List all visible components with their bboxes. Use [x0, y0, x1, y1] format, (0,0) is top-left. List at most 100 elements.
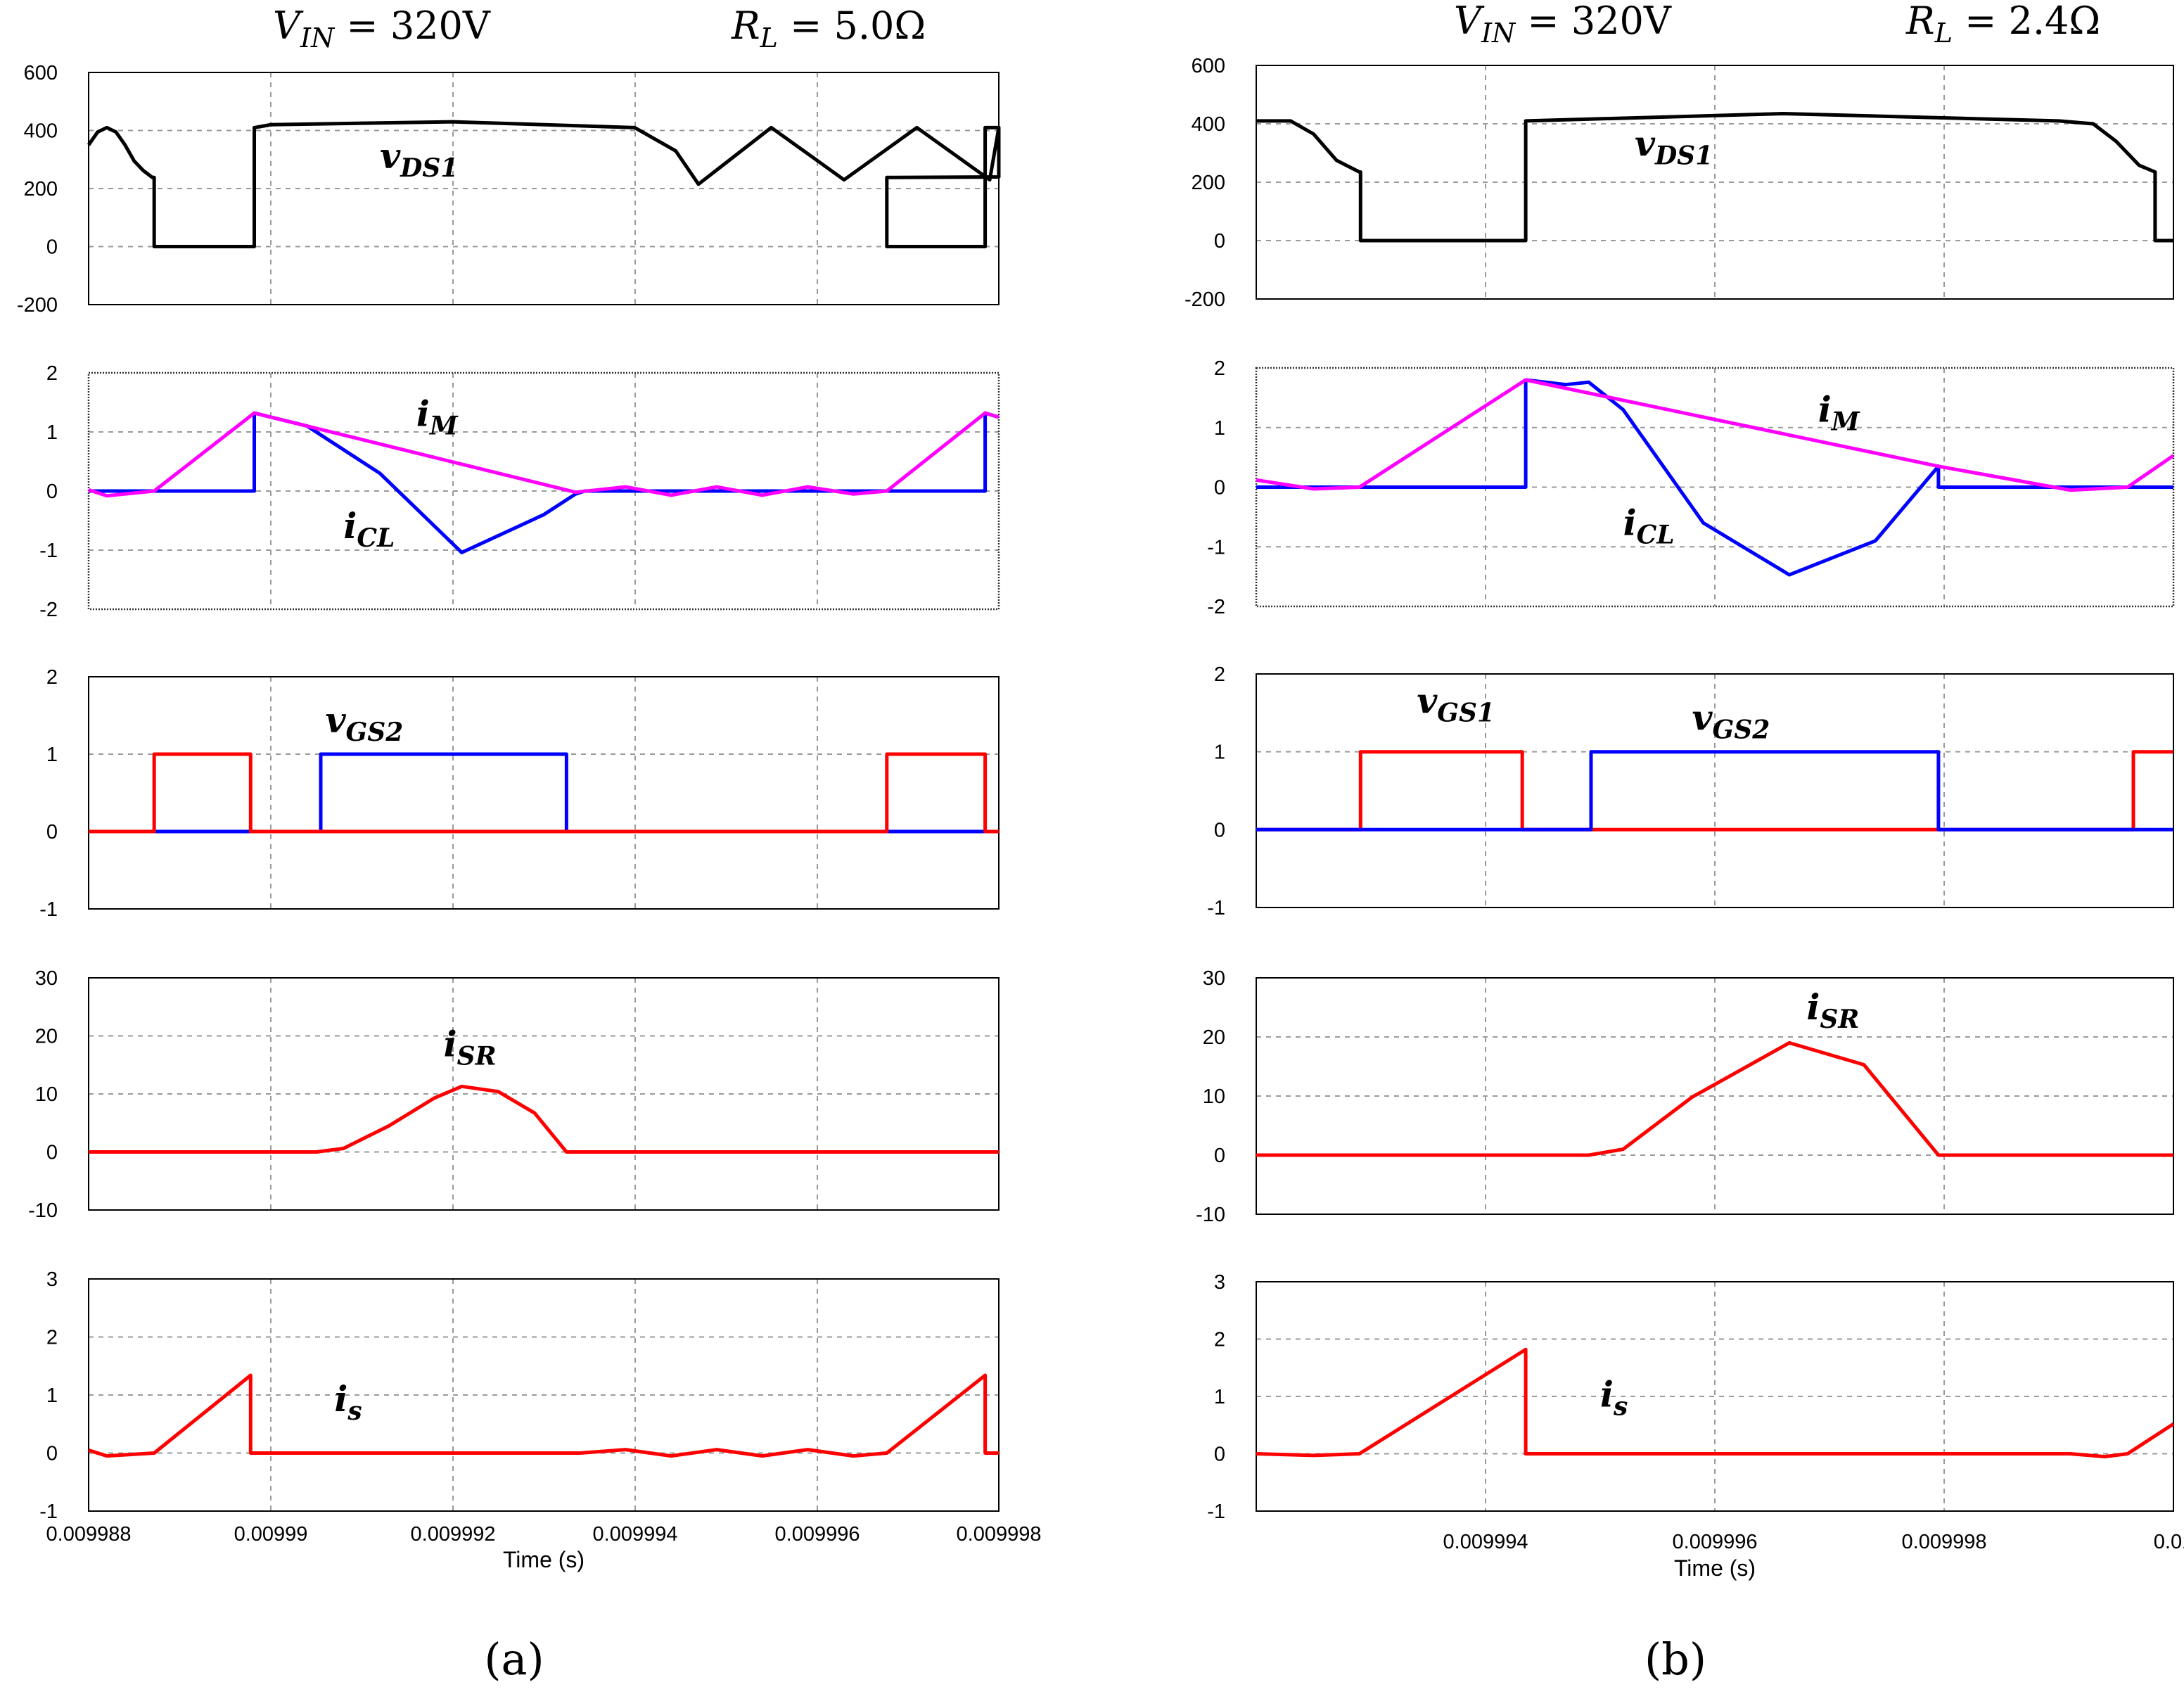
fig2-xtick-label: 0.01: [2154, 1531, 2184, 1553]
fig2-title-rl: RL = 2.4Ω: [1905, 0, 2100, 49]
fig1-iSR-ytick-label: 0: [46, 1142, 58, 1164]
fig1-currents-ytick-label: 0: [46, 480, 58, 503]
fig1-currents-label-iCL: iCL: [343, 505, 395, 553]
fig2-currents-ytick-label: 0: [1214, 477, 1225, 499]
fig1-xtick-label: 0.009994: [593, 1523, 678, 1546]
fig2-iSR-label-iSR: iSR: [1806, 986, 1859, 1034]
fig1-iSR-frame: [88, 977, 1000, 1211]
fig1-xtick-label: 0.009992: [411, 1523, 496, 1546]
fig2-gates-label-vGS2: vGS2: [1692, 697, 1770, 745]
fig2-xlabel: Time (s): [1674, 1555, 1756, 1581]
fig1-currents-panel: 2 1 0 -1 -2 iM iCL: [39, 362, 1000, 621]
fig1-gates-series-vGS2: [89, 752, 999, 834]
fig1-gates-ytick-label: 1: [46, 744, 58, 766]
fig2-is-frame: [1256, 1281, 2174, 1512]
fig2-iSR-frame: [1256, 977, 2174, 1215]
fig2-vDS1-frame: [1256, 65, 2174, 300]
fig1-is-ytick-label: 2: [46, 1327, 58, 1349]
fig2-iSR-ytick-label: -10: [1196, 1204, 1225, 1226]
fig1-vDS1-series-vDS1: [87, 120, 1001, 248]
fig1-vDS1-ytick-label: 400: [24, 120, 58, 143]
fig1-is-ytick-label: 1: [46, 1384, 58, 1407]
fig2-xtick-label: 0.009994: [1443, 1531, 1528, 1553]
fig2-gates-frame: [1256, 673, 2174, 908]
fig1-currents-ytick-label: -1: [39, 540, 58, 562]
fig2-gates-panel: 2 1 0 -1 vGS1 vGS2: [1207, 663, 2174, 919]
fig2-iSR-ytick-label: 20: [1203, 1026, 1225, 1049]
fig1-xtick-label: 0.009998: [957, 1523, 1042, 1546]
fig1-iSR-panel: 30 20 10 0 -10 iSR: [28, 967, 1000, 1222]
fig2-currents-ytick-label: -1: [1207, 536, 1225, 559]
fig1-caption: (a): [484, 1634, 544, 1685]
fig1-iSR-label-iSR: iSR: [444, 1023, 497, 1071]
fig2-vDS1-series-vDS1: [1256, 112, 2173, 243]
fig1-gates-ytick-label: 0: [46, 821, 58, 843]
fig1-is-series-is: [88, 1373, 999, 1458]
fig2-gates-ytick-label: 0: [1214, 819, 1225, 841]
fig2-vDS1-ytick-label: 0: [1214, 230, 1225, 253]
fig2-currents-series-iM: [1256, 378, 2175, 492]
fig1-is-panel: 3 2 1 0 -1 is: [39, 1268, 1000, 1523]
fig2-is-ytick-label: -1: [1207, 1501, 1225, 1523]
fig2-gates-ytick-label: 1: [1214, 741, 1225, 764]
fig2-iSR-ytick-label: 0: [1214, 1145, 1225, 1167]
fig2-is-ytick-label: 3: [1214, 1271, 1225, 1294]
fig1-vDS1-ytick-label: 600: [24, 62, 58, 84]
fig2-currents-ytick-label: 1: [1214, 417, 1225, 440]
fig2-currents-panel: 2 1 0 -1 -2 iM iCL: [1207, 357, 2175, 618]
fig1-title-vin: VIN = 320V: [273, 4, 491, 53]
fig2-iSR-panel: 30 20 10 0 -10 iSR: [1196, 967, 2174, 1226]
fig1-is-ytick-label: -1: [39, 1501, 58, 1523]
fig1-xtick-label: 0.009988: [46, 1523, 132, 1546]
fig2-is-ytick-label: 1: [1214, 1386, 1225, 1408]
fig2-currents-label-iCL: iCL: [1623, 502, 1675, 549]
fig2-iSR-ytick-label: 10: [1203, 1085, 1225, 1108]
fig1-gates-label-vGS2: vGS2: [325, 699, 403, 747]
fig2-is-label-is: is: [1600, 1374, 1628, 1422]
fig2-is-ytick-label: 2: [1214, 1329, 1225, 1351]
fig2-vDS1-ytick-label: -200: [1184, 288, 1225, 311]
fig1-iSR-ytick-label: 30: [35, 967, 58, 990]
fig1-gates-ytick-label: 2: [46, 666, 58, 689]
fig2-caption: (b): [1645, 1634, 1706, 1685]
fig1-vDS1-ytick-label: -200: [17, 294, 58, 317]
fig1-currents-ytick-label: 1: [46, 421, 58, 444]
fig1-title-rl: RL = 5.0Ω: [731, 4, 926, 53]
fig1-xtick-label: 0.00999: [234, 1523, 308, 1546]
fig1-iSR-series-iSR: [89, 1084, 999, 1154]
fig2-gates-series-vGS2: [1256, 750, 2173, 832]
fig2-iSR-series-iSR: [1256, 1040, 2173, 1157]
fig1-gates-series-vGS1: [89, 752, 999, 834]
fig2-iSR-ytick-label: 30: [1203, 967, 1225, 990]
fig1-gates-frame: [88, 676, 1000, 910]
fig1-vDS1-ytick-label: 0: [46, 236, 58, 259]
fig2-xtick-label: 0.009996: [1673, 1531, 1758, 1553]
fig1-iSR-ytick-label: 20: [35, 1026, 58, 1048]
fig1-is-ytick-label: 3: [46, 1268, 58, 1291]
fig2-vDS1-label-vDS1: vDS1: [1635, 123, 1713, 171]
fig1-is-frame: [88, 1278, 1000, 1512]
fig2-gates-label-vGS1: vGS1: [1417, 680, 1495, 727]
fig2-gates-ytick-label: 2: [1214, 663, 1225, 686]
fig1-iSR-ytick-label: 10: [35, 1083, 58, 1106]
fig2-currents-ytick-label: -2: [1207, 596, 1225, 618]
fig2-xtick-label: 0.009998: [1902, 1531, 1987, 1553]
fig1-xlabel: Time (s): [503, 1547, 585, 1572]
fig1-currents-series-iCL: [89, 411, 1000, 554]
fig2-title-vin: VIN = 320V: [1454, 0, 1672, 49]
fig1-gates-ytick-label: -1: [39, 898, 58, 921]
fig1-is-ytick-label: 0: [46, 1443, 58, 1465]
fig2-gates-ytick-label: -1: [1207, 897, 1225, 919]
fig1-currents-ytick-label: -2: [39, 599, 58, 621]
fig1-is-label-is: is: [334, 1378, 362, 1426]
fig1-vDS1-panel: 600 400 200 0 -200 vDS1: [17, 62, 1001, 317]
fig2-vDS1-panel: 600 400 200 0 -200 vDS1: [1184, 55, 2174, 311]
fig1-currents-series-iM: [88, 411, 1000, 498]
fig2-currents-label-iM: iM: [1818, 388, 1860, 436]
fig1-vDS1-frame: [88, 72, 1000, 305]
fig2-vDS1-ytick-label: 200: [1192, 172, 1225, 194]
fig2-is-series-is: [1256, 1347, 2175, 1459]
fig2-currents-ytick-label: 2: [1214, 357, 1225, 380]
